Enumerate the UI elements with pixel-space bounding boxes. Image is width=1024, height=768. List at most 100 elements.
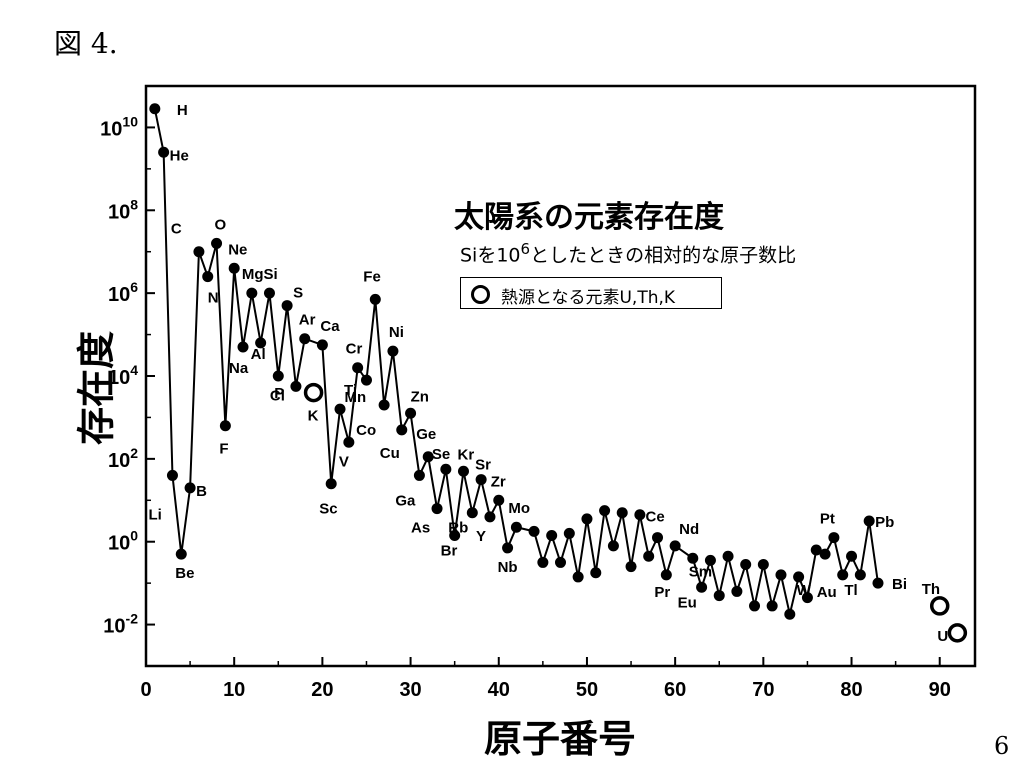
data-point <box>801 592 813 604</box>
data-point <box>863 515 875 527</box>
x-tick-label: 90 <box>929 679 951 701</box>
data-point <box>237 341 249 353</box>
subtitle-exponent: 6 <box>520 240 531 258</box>
element-label: Be <box>175 565 194 582</box>
x-tick-label: 70 <box>752 679 774 701</box>
data-point <box>502 542 514 554</box>
element-label: Cr <box>346 341 363 358</box>
data-point <box>819 548 831 560</box>
data-point <box>740 559 752 570</box>
element-label: N <box>208 290 219 307</box>
data-point <box>687 552 699 564</box>
data-point <box>193 246 205 258</box>
data-point <box>360 374 372 386</box>
data-point <box>766 600 778 612</box>
element-label: F <box>219 441 228 458</box>
data-point <box>316 339 328 351</box>
x-tick-label: 60 <box>664 679 686 701</box>
element-label: Li <box>148 506 161 523</box>
data-point <box>202 271 214 283</box>
y-tick-label: 100 <box>108 528 138 555</box>
element-label: Ne <box>228 241 247 258</box>
x-tick-label: 0 <box>140 679 151 701</box>
element-label: B <box>196 483 207 500</box>
data-point <box>510 521 522 533</box>
data-point <box>255 337 267 349</box>
x-tick-label: 10 <box>223 679 245 701</box>
element-label: H <box>177 102 188 119</box>
data-point <box>343 436 355 448</box>
element-label: Au <box>817 584 837 601</box>
data-point <box>387 345 399 357</box>
element-label: U <box>937 628 948 645</box>
data-point <box>246 287 258 299</box>
element-label: Br <box>441 543 458 560</box>
data-point <box>219 420 231 432</box>
y-tick-label: 108 <box>108 196 138 223</box>
element-label: Sr <box>475 457 491 474</box>
abundance-line <box>153 108 879 615</box>
data-point <box>599 505 611 517</box>
data-point <box>757 559 769 570</box>
y-tick-label: 1010 <box>100 113 138 140</box>
data-point <box>449 530 461 541</box>
data-point <box>660 569 672 581</box>
element-label: Ge <box>416 426 436 443</box>
element-label: Cu <box>380 445 400 462</box>
data-point <box>625 561 637 573</box>
data-point <box>607 540 619 552</box>
legend: 熱源となる元素U,Th,K <box>460 277 722 309</box>
data-point <box>528 525 540 537</box>
data-point <box>405 407 417 419</box>
subtitle-main: Siを10 <box>460 244 521 267</box>
element-label: Ti <box>344 382 357 399</box>
data-point <box>184 482 196 494</box>
element-label: S <box>293 285 303 302</box>
y-axis-label: 存在度 <box>74 330 119 446</box>
element-label: Rb <box>448 520 468 537</box>
heat-source-point <box>303 382 324 403</box>
element-label: Na <box>229 360 249 377</box>
x-tick-label: 50 <box>576 679 598 701</box>
data-point <box>854 569 866 581</box>
data-point <box>466 507 478 519</box>
element-label: C <box>171 221 182 238</box>
element-label: K <box>308 408 319 425</box>
data-point <box>281 300 293 312</box>
data-point <box>413 469 425 481</box>
data-point <box>211 237 223 249</box>
data-point <box>713 590 725 602</box>
data-point <box>325 478 337 490</box>
x-tick-label: 80 <box>840 679 862 701</box>
element-label: Mn <box>344 389 366 406</box>
element-label: Tl <box>844 582 857 599</box>
element-label: O <box>215 216 227 233</box>
data-point <box>537 556 549 568</box>
element-label: Se <box>432 446 450 463</box>
element-label: Th <box>922 581 940 598</box>
element-label: Al <box>251 346 266 363</box>
data-point <box>546 530 558 541</box>
data-point <box>590 567 602 579</box>
heat-source-point <box>947 623 968 643</box>
element-label: Cl <box>270 387 285 404</box>
data-point <box>290 380 302 392</box>
chart-subtitle: Siを106としたときの相対的な原子数比 <box>460 240 796 267</box>
data-point <box>175 548 187 560</box>
element-label: Ar <box>299 312 316 329</box>
data-point <box>475 474 487 486</box>
element-label: Mo <box>508 500 530 517</box>
data-point <box>493 494 505 506</box>
data-point <box>784 608 796 620</box>
element-label: V <box>339 453 349 470</box>
subtitle-rest: としたときの相対的な原子数比 <box>530 244 797 267</box>
element-label: Nd <box>679 521 699 538</box>
element-label: Mg <box>242 266 264 283</box>
data-point <box>272 370 284 382</box>
data-point <box>581 513 593 525</box>
element-label: Pr <box>654 584 670 601</box>
data-point <box>775 569 787 581</box>
element-label: Nb <box>498 559 518 576</box>
data-point <box>369 293 381 305</box>
